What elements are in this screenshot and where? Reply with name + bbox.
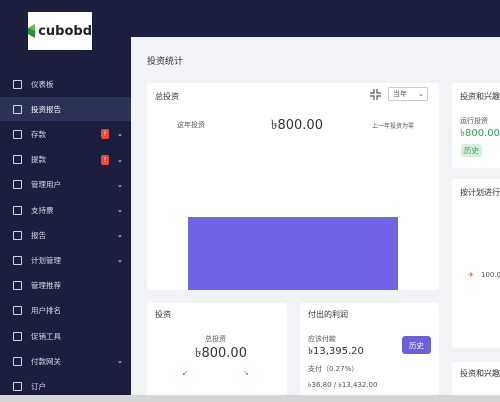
menu-label: 支持票 bbox=[31, 205, 54, 215]
card-title: 按计划进行 bbox=[460, 188, 500, 197]
plane-icon: ✈ bbox=[468, 271, 474, 279]
menu-icon bbox=[13, 180, 22, 190]
chevron: ⌄ bbox=[117, 155, 123, 164]
menu-label: 管理用户 bbox=[31, 180, 61, 190]
menu-icon bbox=[13, 306, 22, 316]
card-title: 付出的利润 bbox=[308, 310, 348, 319]
logo[interactable]: cubobd bbox=[28, 12, 92, 50]
period-select[interactable]: 当年 ⌄ bbox=[388, 87, 428, 101]
amount: ৳800.00 bbox=[195, 346, 247, 361]
chevron: ⌄ bbox=[117, 256, 123, 265]
amount: ৳800.00 bbox=[271, 118, 323, 133]
menu-icon bbox=[13, 79, 22, 89]
arrow: ↘ bbox=[243, 369, 249, 377]
scrollbar[interactable] bbox=[0, 395, 500, 402]
right-note: 上一年投资为零 bbox=[372, 123, 415, 130]
menu-label: 管理推荐 bbox=[31, 281, 61, 291]
menu-icon bbox=[13, 331, 22, 341]
label: 总投资 bbox=[205, 335, 226, 343]
paid-amount: ৳36.80 / ৳13,432.00 bbox=[308, 381, 378, 389]
menu-item[interactable]: 仪表板 bbox=[0, 72, 131, 96]
menu-label: 存款 bbox=[31, 129, 46, 139]
menu-item[interactable]: 促销工具 bbox=[0, 324, 131, 348]
collapse-icon[interactable] bbox=[369, 88, 382, 101]
arrow: ↙ bbox=[182, 369, 188, 377]
menu-item[interactable]: 报告 ⌄ bbox=[0, 223, 131, 247]
menu-item[interactable]: 付款网关 ⌄ bbox=[0, 349, 131, 373]
card-title: 总投资 bbox=[155, 92, 179, 101]
chevron: ⌄ bbox=[117, 231, 123, 240]
profit-card: 付出的利润 应该付款 ৳13,395.20 历史 支付（0.27%） ৳36.8… bbox=[300, 303, 439, 402]
menu-label: 投资报告 bbox=[31, 104, 61, 114]
badge: ! bbox=[101, 129, 109, 140]
menu-item[interactable]: 投资报告 bbox=[0, 97, 131, 122]
menu-label: 仪表板 bbox=[31, 79, 54, 89]
menu-icon bbox=[13, 155, 22, 165]
paid-label: 支付（0.27%） bbox=[308, 365, 359, 373]
interest-card: 投资和兴趣 运行投资 ৳800.00 历史 bbox=[452, 83, 500, 168]
card-title: 投资和兴趣 bbox=[460, 92, 500, 101]
menu-icon bbox=[13, 281, 22, 291]
plan-card: 按计划进行 ✈ 100.0 bbox=[452, 179, 500, 348]
menu-item[interactable]: 订户 bbox=[0, 374, 131, 398]
due-label: 应该付款 bbox=[308, 335, 336, 343]
menu-icon bbox=[13, 205, 22, 215]
top-bar bbox=[131, 0, 500, 37]
menu-item[interactable]: 管理推荐 bbox=[0, 274, 131, 298]
due-amount: ৳13,395.20 bbox=[308, 346, 364, 357]
amount: ৳800.00 bbox=[460, 128, 500, 139]
menu-icon bbox=[13, 104, 22, 114]
menu-label: 报告 bbox=[31, 230, 46, 240]
chevron: ⌄ bbox=[117, 180, 123, 189]
chevron: ⌄ bbox=[117, 357, 123, 366]
menu-icon bbox=[13, 356, 22, 366]
menu-item[interactable]: 存款! ⌄ bbox=[0, 122, 131, 146]
chevron: ⌄ bbox=[117, 130, 123, 139]
menu-label: 促销工具 bbox=[31, 331, 61, 341]
card-title: 投资 bbox=[155, 310, 171, 319]
chevron: ⌄ bbox=[117, 206, 123, 214]
sidebar: cubobd 仪表板 投资报告 存款! ⌄ 提款! ⌄ 管理用户 ⌄ 支持票 ⌄ 报告 ⌄ 计划管理 ⌄ 管… bbox=[0, 0, 131, 402]
total-card: 总投资 当年 ⌄ 这年投资 ৳800.00 上一年投资为零 bbox=[147, 83, 439, 290]
menu-label: 提款 bbox=[31, 155, 46, 165]
menu-item[interactable]: 计划管理 ⌄ bbox=[0, 248, 131, 272]
history-button[interactable]: 历史 bbox=[402, 336, 431, 354]
menu-label: 订户 bbox=[31, 381, 46, 391]
menu-icon bbox=[13, 381, 22, 391]
card-title: 投资和兴趣 bbox=[460, 369, 500, 378]
plan-value: 100.0 bbox=[481, 271, 500, 279]
logo-icon bbox=[28, 24, 36, 38]
history-button[interactable]: 历史 bbox=[461, 144, 482, 157]
logo-text: cubobd bbox=[38, 23, 92, 39]
menu-icon bbox=[13, 230, 22, 240]
menu-icon bbox=[13, 129, 22, 139]
menu-label: 用户排名 bbox=[31, 306, 61, 316]
bar bbox=[188, 217, 398, 290]
invest-card: 投资 总投资 ৳800.00 ↙ ↘ bbox=[147, 303, 287, 402]
menu-label: 计划管理 bbox=[31, 255, 61, 265]
menu-item[interactable]: 支持票 ⌄ bbox=[0, 198, 131, 222]
left-label: 这年投资 bbox=[177, 121, 205, 129]
label: 运行投资 bbox=[460, 117, 488, 125]
menu-icon bbox=[13, 255, 22, 265]
page-title: 投资统计 bbox=[147, 57, 184, 67]
menu-item[interactable]: 用户排名 bbox=[0, 299, 131, 323]
menu-label: 付款网关 bbox=[31, 356, 61, 366]
menu-item[interactable]: 提款! ⌄ bbox=[0, 148, 131, 172]
period-text: 当年 bbox=[393, 90, 407, 98]
badge: ! bbox=[101, 154, 109, 165]
menu-item[interactable]: 管理用户 ⌄ bbox=[0, 173, 131, 197]
